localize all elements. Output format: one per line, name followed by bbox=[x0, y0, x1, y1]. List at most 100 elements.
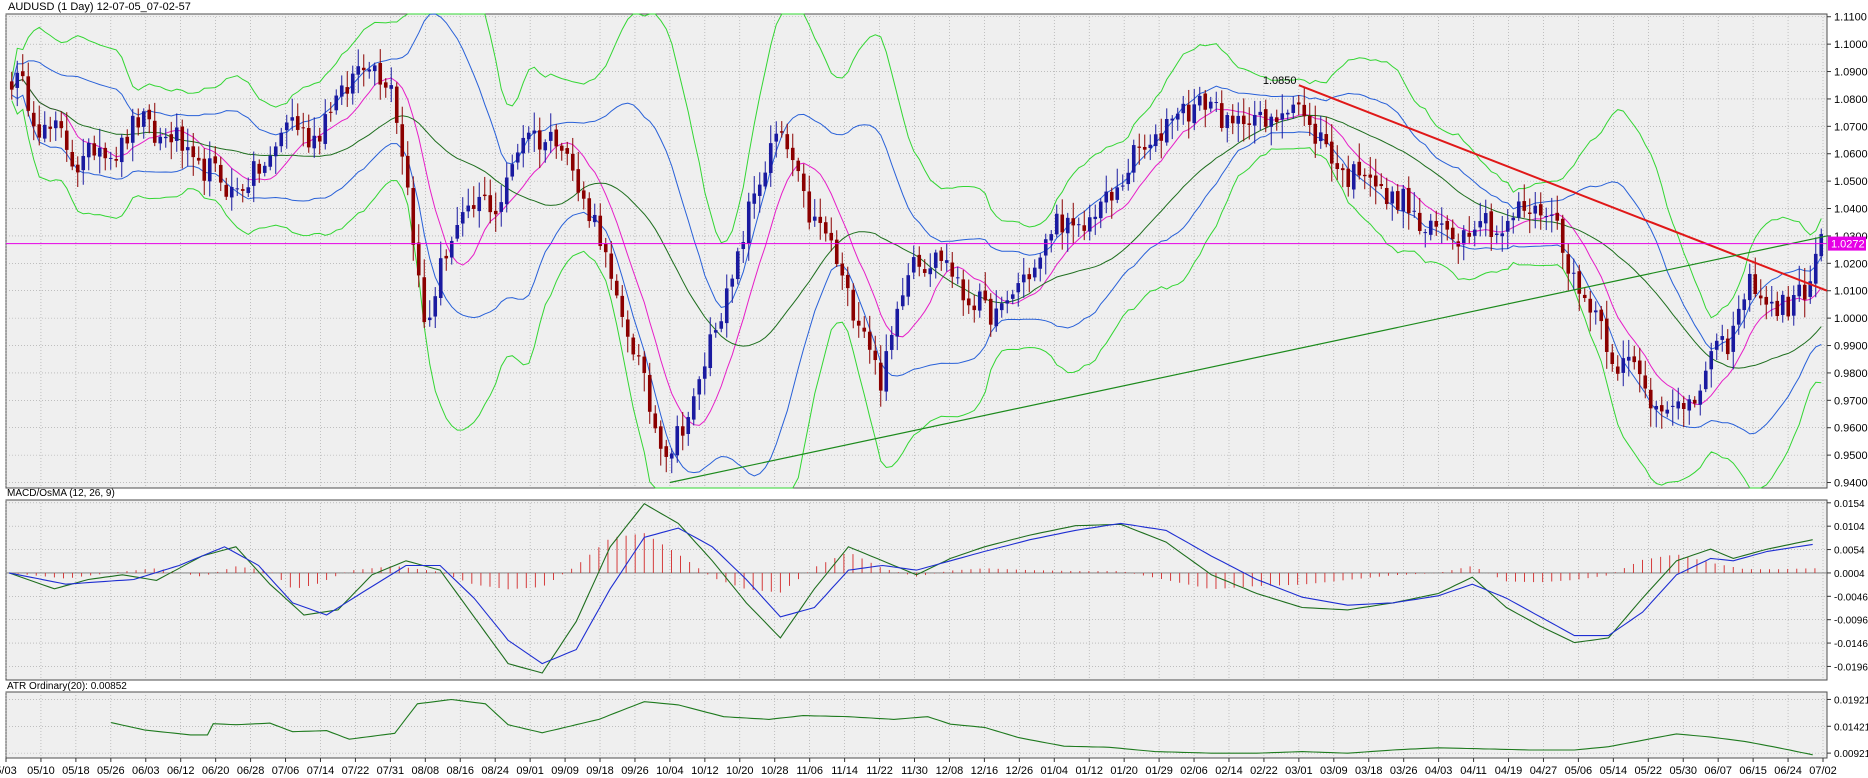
x-tick-label: 06/03 bbox=[132, 765, 160, 777]
candle-body bbox=[1736, 308, 1741, 325]
candle-body bbox=[669, 453, 674, 459]
candle-body bbox=[1522, 201, 1527, 211]
candle-body bbox=[1159, 133, 1164, 141]
candle-body bbox=[603, 243, 608, 253]
candle-body bbox=[81, 155, 86, 171]
candle-body bbox=[1170, 118, 1175, 121]
candle-body bbox=[1753, 274, 1758, 295]
candle-body bbox=[1769, 301, 1774, 304]
candle-body bbox=[1676, 401, 1681, 409]
candle-body bbox=[130, 115, 135, 143]
candle-body bbox=[301, 127, 306, 129]
candle-body bbox=[1434, 220, 1439, 227]
candle-body bbox=[735, 251, 740, 280]
candle-body bbox=[581, 190, 586, 199]
candle-body bbox=[108, 157, 113, 159]
candle-body bbox=[1428, 220, 1433, 235]
price-annotation: 1.0850 bbox=[1263, 75, 1297, 87]
y-tick-label: 0.9800 bbox=[1834, 368, 1868, 380]
x-tick-label: 04/11 bbox=[1460, 765, 1487, 777]
candle-body bbox=[1681, 402, 1686, 409]
candle-body bbox=[224, 184, 229, 197]
candle-body bbox=[1027, 274, 1032, 280]
candle-body bbox=[114, 158, 119, 161]
trendline-resistance[interactable] bbox=[1298, 84, 1828, 292]
candle-body bbox=[1643, 375, 1648, 389]
candle-body bbox=[444, 255, 449, 259]
candle-body bbox=[1500, 233, 1505, 237]
candle-body bbox=[75, 164, 80, 173]
candle-body bbox=[1076, 224, 1081, 226]
candle-body bbox=[1791, 295, 1796, 316]
candle-body bbox=[31, 112, 36, 127]
candle-body bbox=[345, 87, 350, 94]
candle-body bbox=[1335, 163, 1340, 170]
y-tick-label: 0.9600 bbox=[1834, 423, 1868, 435]
candle-body bbox=[752, 193, 757, 204]
candle-body bbox=[620, 295, 625, 317]
trendline-support[interactable] bbox=[669, 235, 1828, 484]
macd-line bbox=[8, 502, 1813, 674]
candle-body bbox=[141, 111, 146, 127]
candle-body bbox=[1544, 215, 1549, 217]
candle-body bbox=[763, 172, 768, 187]
candle-body bbox=[1692, 399, 1697, 404]
candle-body bbox=[702, 366, 707, 379]
candle-body bbox=[1566, 254, 1571, 274]
x-tick-label: 07/02 bbox=[1809, 765, 1837, 777]
candle-body bbox=[235, 188, 240, 190]
candle-body bbox=[1709, 351, 1714, 370]
candle-body bbox=[983, 290, 988, 301]
y-tick-label: 1.1000 bbox=[1834, 39, 1868, 51]
candle-body bbox=[1588, 298, 1593, 313]
x-tick-label: 06/24 bbox=[1774, 765, 1802, 777]
candle-body bbox=[719, 321, 724, 329]
candle-body bbox=[554, 129, 559, 147]
candle-body bbox=[1219, 103, 1224, 128]
x-tick-label: 12/26 bbox=[1006, 765, 1034, 777]
candle-body bbox=[378, 63, 383, 85]
x-tick-label: 06/20 bbox=[202, 765, 230, 777]
candle-body bbox=[526, 132, 531, 140]
candle-body bbox=[658, 426, 663, 449]
candle-body bbox=[1478, 221, 1483, 228]
y-tick-label: 1.0500 bbox=[1834, 176, 1868, 188]
candle-body bbox=[884, 351, 889, 392]
x-tick-label: 05/22 bbox=[1635, 765, 1663, 777]
candle-body bbox=[598, 215, 603, 247]
candle-body bbox=[1401, 188, 1406, 212]
candle-body bbox=[26, 76, 31, 111]
candle-body bbox=[928, 268, 933, 275]
candle-body bbox=[1648, 389, 1653, 409]
candle-body bbox=[697, 379, 702, 395]
candle-body bbox=[1340, 168, 1345, 171]
trendlines[interactable] bbox=[669, 84, 1828, 484]
candle-body bbox=[1318, 132, 1323, 142]
candle-body bbox=[295, 116, 300, 130]
candle-body bbox=[1538, 204, 1543, 216]
candle-body bbox=[796, 160, 801, 172]
candle-body bbox=[1511, 217, 1516, 221]
candle-body bbox=[1577, 271, 1582, 294]
candle-body bbox=[1263, 109, 1268, 127]
candle-body bbox=[1241, 115, 1246, 125]
candle-body bbox=[350, 73, 355, 94]
candle-body bbox=[312, 135, 317, 149]
candle-body bbox=[70, 152, 75, 167]
y-tick-label: 1.0600 bbox=[1834, 149, 1868, 161]
candle-body bbox=[1214, 102, 1219, 104]
candle-body bbox=[1450, 227, 1455, 240]
candle-body bbox=[675, 426, 680, 456]
candle-body bbox=[774, 133, 779, 142]
y-tick-label: 0.00921 bbox=[1834, 749, 1868, 760]
candle-body bbox=[1758, 295, 1763, 299]
y-tick-label: 0.9700 bbox=[1834, 395, 1868, 407]
candle-body bbox=[493, 210, 498, 215]
candle-body bbox=[972, 305, 977, 311]
candle-body bbox=[1131, 145, 1136, 173]
candle-body bbox=[1384, 187, 1389, 205]
candle-body bbox=[933, 252, 938, 268]
candle-body bbox=[906, 275, 911, 297]
candle-body bbox=[708, 334, 713, 369]
